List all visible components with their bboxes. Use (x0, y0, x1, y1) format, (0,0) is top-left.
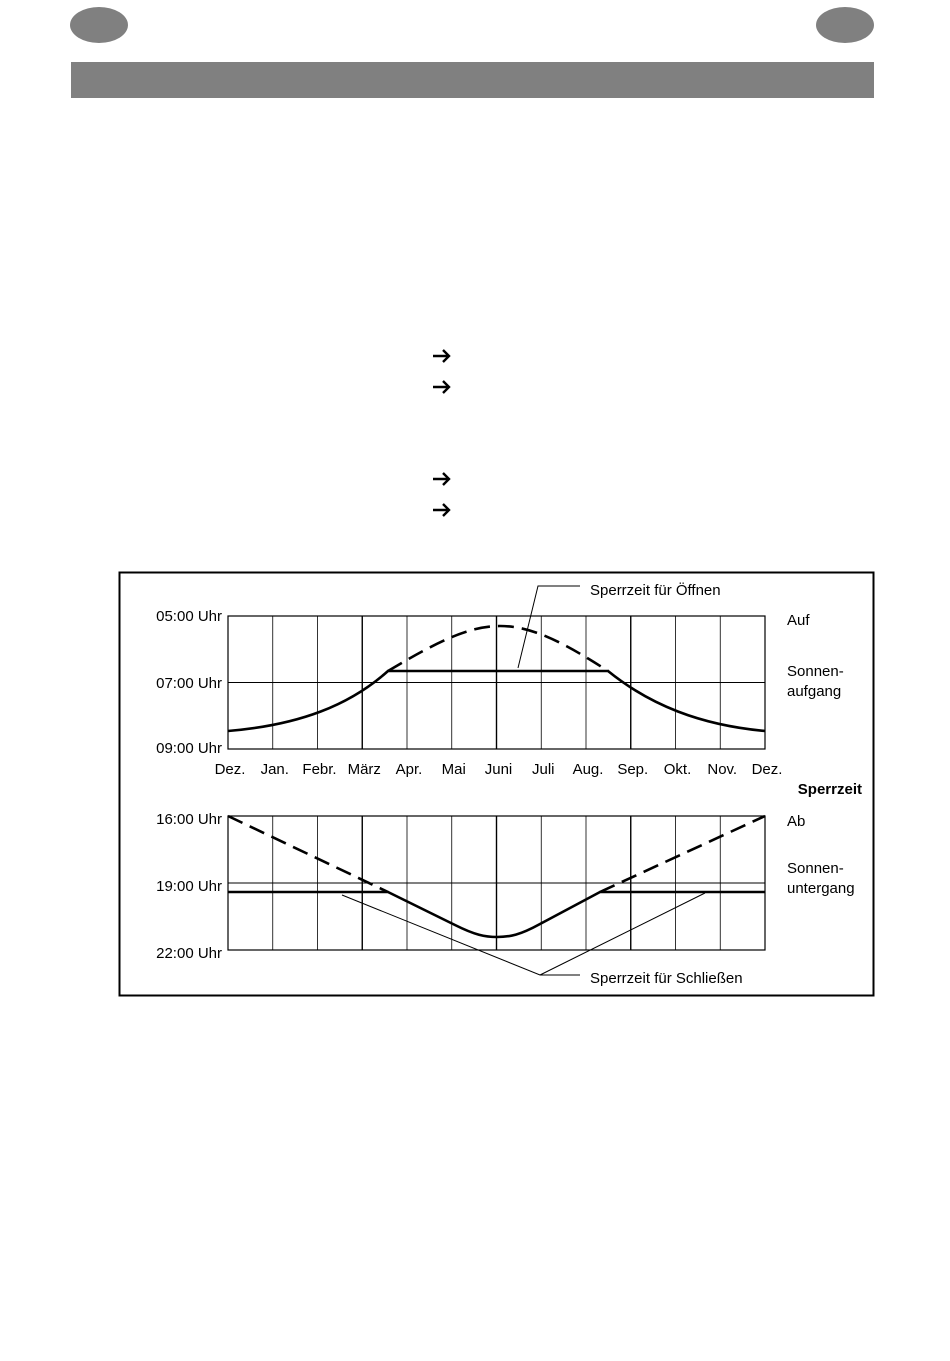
sunset-solid (228, 890, 765, 939)
month-label: Febr. (302, 761, 336, 778)
side-label: Sonnen- (787, 860, 844, 877)
corner-badge (70, 7, 128, 43)
callout: Sperrzeit für Öffnen (590, 581, 721, 599)
month-label: Dez. (752, 761, 783, 778)
axis-label: 05:00 Uhr (156, 608, 222, 625)
sunrise-dashed (387, 624, 609, 673)
grids (227, 615, 766, 951)
month-label: Juli (532, 761, 555, 778)
header-bar (71, 62, 874, 98)
month-label: Apr. (396, 761, 423, 778)
month-label: Jan. (261, 761, 289, 778)
side-label: Auf (787, 612, 810, 629)
arrows (433, 349, 451, 517)
side-label: aufgang (787, 683, 841, 700)
month-label: Aug. (573, 761, 604, 778)
callout: Sperrzeit für Schließen (590, 970, 743, 987)
axis-label: 07:00 Uhr (156, 675, 222, 692)
sunset-dashed (227, 814, 389, 894)
axis-label: 22:00 Uhr (156, 945, 222, 962)
month-label: Mai (442, 761, 466, 778)
axis-label: 19:00 Uhr (156, 878, 222, 895)
sunrise-solid (227, 669, 766, 733)
callout-lines (341, 585, 706, 976)
month-label: März (348, 761, 381, 778)
curves (227, 624, 766, 939)
axis-label: 09:00 Uhr (156, 740, 222, 757)
axis-label: 16:00 Uhr (156, 811, 222, 828)
month-label: Dez. (215, 761, 246, 778)
corner-badge (816, 7, 874, 43)
month-label: Nov. (707, 761, 737, 778)
diagram-frame (118, 571, 875, 997)
month-label: Okt. (664, 761, 692, 778)
sunset-dashed (599, 814, 766, 894)
side-label: Ab (787, 813, 805, 830)
heading: Sperrzeit (798, 781, 862, 798)
side-label: Sonnen- (787, 663, 844, 680)
month-label: Juni (485, 761, 513, 778)
month-label: Sep. (617, 761, 648, 778)
side-label: untergang (787, 880, 855, 897)
